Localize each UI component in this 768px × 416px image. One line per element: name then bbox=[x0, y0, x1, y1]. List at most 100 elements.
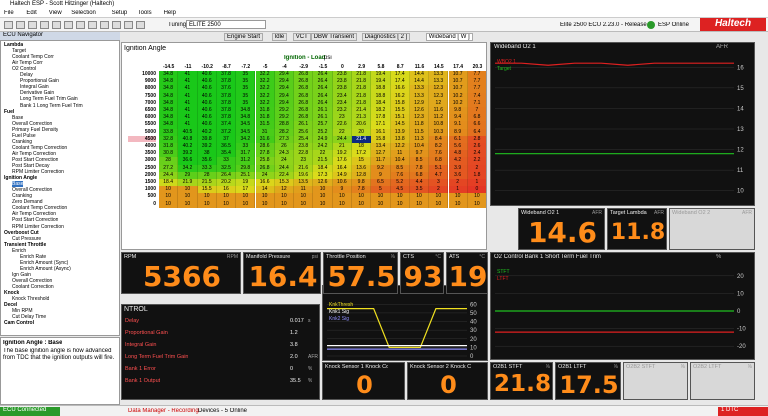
table-cell[interactable]: 28 bbox=[197, 171, 217, 179]
navigator-item[interactable]: Integral Gain bbox=[20, 84, 49, 91]
table-cell[interactable]: 26.4 bbox=[313, 78, 333, 86]
table-cell[interactable]: 17 bbox=[236, 186, 256, 194]
table-cell[interactable]: 22.8 bbox=[294, 150, 314, 158]
table-cell[interactable]: 3.5 bbox=[409, 186, 430, 194]
table-cell[interactable]: 29.2 bbox=[274, 107, 295, 115]
table-cell[interactable]: 19.6 bbox=[294, 171, 314, 179]
table-cell[interactable]: 17.2 bbox=[352, 150, 372, 158]
table-cell[interactable]: 10.2 bbox=[448, 99, 468, 107]
table-cell[interactable]: 31.7 bbox=[236, 150, 256, 158]
table-cell[interactable]: 13.8 bbox=[390, 135, 410, 143]
navigator-group[interactable]: Ignition Angle bbox=[4, 175, 38, 182]
table-cell[interactable]: 10.7 bbox=[448, 85, 468, 93]
table-cell[interactable]: 21.4 bbox=[352, 107, 372, 115]
table-cell[interactable]: 10 bbox=[448, 200, 468, 208]
table-cell[interactable]: 25.4 bbox=[294, 135, 314, 143]
table-cell[interactable]: 12.6 bbox=[409, 107, 430, 115]
table-cell[interactable]: 10 bbox=[390, 200, 410, 208]
table-cell[interactable]: 10 bbox=[197, 200, 217, 208]
navigator-item[interactable]: Coolant Temp Corr bbox=[12, 54, 54, 61]
table-cell[interactable]: 18.8 bbox=[371, 85, 391, 93]
table-cell[interactable]: 10.8 bbox=[429, 121, 449, 129]
table-cell[interactable]: 34.8 bbox=[236, 107, 256, 115]
navigator-item[interactable]: Proportional Gain bbox=[20, 78, 59, 85]
table-cell[interactable]: 34.8 bbox=[159, 85, 179, 93]
table-cell[interactable]: 28.2 bbox=[274, 128, 295, 136]
table-cell[interactable]: 10 bbox=[448, 193, 468, 201]
table-cell[interactable]: 10.3 bbox=[429, 128, 449, 136]
table-cell[interactable]: 4.4 bbox=[409, 179, 430, 187]
navigator-item[interactable]: Coolant Temp Correction bbox=[12, 144, 68, 151]
table-cell[interactable]: 10.7 bbox=[448, 71, 468, 79]
navigator-group[interactable]: Cam Control bbox=[4, 320, 34, 327]
table-cell[interactable]: 40.6 bbox=[197, 107, 217, 115]
table-cell[interactable]: 8.5 bbox=[390, 164, 410, 172]
table-cell[interactable]: 21 bbox=[332, 143, 352, 151]
table-cell[interactable]: 7.7 bbox=[467, 85, 486, 93]
table-cell[interactable]: 17.4 bbox=[390, 71, 410, 79]
table-cell[interactable]: 18.4 bbox=[159, 179, 179, 187]
table-cell[interactable]: 7 bbox=[467, 107, 486, 115]
toolbar-button[interactable] bbox=[28, 21, 37, 29]
table-cell[interactable]: 22 bbox=[313, 150, 333, 158]
table-cell[interactable]: 16.6 bbox=[255, 179, 275, 187]
table-cell[interactable]: 10 bbox=[274, 200, 295, 208]
table-cell[interactable]: 21.8 bbox=[352, 71, 372, 79]
table-cell[interactable]: 7.1 bbox=[467, 99, 486, 107]
table-cell[interactable]: 36.6 bbox=[178, 157, 198, 165]
table-cell[interactable]: 34.8 bbox=[159, 114, 179, 122]
table-cell[interactable]: 4.5 bbox=[390, 186, 410, 194]
table-cell[interactable]: 24 bbox=[274, 157, 295, 165]
table-cell[interactable]: 33.8 bbox=[159, 128, 179, 136]
table-cell[interactable]: 21.8 bbox=[352, 78, 372, 86]
toolbar-button[interactable] bbox=[76, 21, 85, 29]
table-cell[interactable]: 18.8 bbox=[371, 92, 391, 100]
table-cell[interactable]: 10.7 bbox=[448, 78, 468, 86]
table-cell[interactable]: 10.4 bbox=[409, 143, 430, 151]
table-cell[interactable]: 35 bbox=[236, 99, 256, 107]
table-cell[interactable]: 13.5 bbox=[294, 179, 314, 187]
table-cell[interactable]: 6.4 bbox=[467, 128, 486, 136]
table-cell[interactable]: 23.2 bbox=[332, 107, 352, 115]
table-cell[interactable]: 10 bbox=[294, 193, 314, 201]
table-cell[interactable]: 19.4 bbox=[371, 71, 391, 79]
table-cell[interactable]: 14 bbox=[255, 186, 275, 194]
table-cell[interactable]: 40.6 bbox=[197, 99, 217, 107]
table-cell[interactable]: 25.7 bbox=[313, 121, 333, 129]
table-cell[interactable]: 35 bbox=[236, 92, 256, 100]
table-cell[interactable]: 19.2 bbox=[332, 150, 352, 158]
navigator-item[interactable]: Overall Correction bbox=[12, 120, 53, 127]
toolbar-button[interactable] bbox=[40, 21, 49, 29]
table-cell[interactable]: 11.8 bbox=[409, 121, 430, 129]
table-cell[interactable]: 26.4 bbox=[313, 85, 333, 93]
table-cell[interactable]: 37.8 bbox=[216, 99, 237, 107]
table-cell[interactable]: 26.1 bbox=[313, 107, 333, 115]
table-cell[interactable]: 23.8 bbox=[294, 143, 314, 151]
table-cell[interactable]: 10 bbox=[467, 200, 486, 208]
table-cell[interactable]: 10 bbox=[294, 200, 314, 208]
table-cell[interactable]: 40.6 bbox=[197, 92, 217, 100]
table-cell[interactable]: 4.2 bbox=[448, 157, 468, 165]
table-cell[interactable]: 37.2 bbox=[216, 128, 237, 136]
table-cell[interactable]: 32.2 bbox=[255, 85, 275, 93]
menu-item[interactable]: Help bbox=[163, 10, 176, 16]
navigator-item[interactable]: Coolant Correction bbox=[12, 284, 54, 290]
table-cell[interactable]: 8.5 bbox=[409, 157, 430, 165]
table-cell[interactable]: 10 bbox=[371, 200, 391, 208]
table-cell[interactable]: 34.5 bbox=[236, 121, 256, 129]
table-cell[interactable]: 24.3 bbox=[274, 150, 295, 158]
table-cell[interactable]: 5 bbox=[371, 186, 391, 194]
menu-item[interactable]: Selection bbox=[71, 10, 96, 16]
table-cell[interactable]: 26.8 bbox=[294, 85, 314, 93]
table-cell[interactable]: 34.5 bbox=[236, 128, 256, 136]
table-cell[interactable]: 2.6 bbox=[467, 143, 486, 151]
table-cell[interactable]: 10 bbox=[332, 200, 352, 208]
table-cell[interactable]: 14.4 bbox=[409, 71, 430, 79]
table-cell[interactable]: 26.1 bbox=[294, 121, 314, 129]
table-cell[interactable]: 11.6 bbox=[429, 107, 449, 115]
table-cell[interactable]: 37.8 bbox=[216, 107, 237, 115]
table-cell[interactable]: 22.6 bbox=[332, 121, 352, 129]
table-cell[interactable]: 29.4 bbox=[274, 71, 295, 79]
table-cell[interactable]: 26.4 bbox=[313, 92, 333, 100]
tab[interactable]: VCT bbox=[292, 33, 311, 41]
